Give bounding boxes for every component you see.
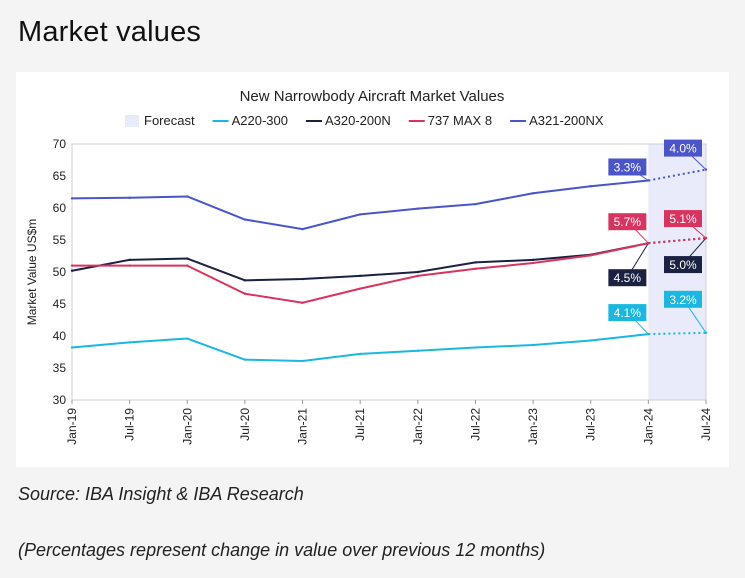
pct-label-3-1: 4.0% xyxy=(669,142,697,156)
data-point-2-4 xyxy=(301,301,304,304)
x-tick-label-3: Jul-20 xyxy=(238,408,252,441)
chart-title: New Narrowbody Aircraft Market Values xyxy=(240,88,505,105)
data-point-0-5 xyxy=(358,352,362,356)
x-tick-label-5: Jul-21 xyxy=(353,408,367,441)
x-tick-label-0: Jan-19 xyxy=(65,408,79,445)
percentage-note: (Percentages represent change in value o… xyxy=(18,540,546,560)
data-point-2-9 xyxy=(589,254,592,257)
data-point-0-2 xyxy=(186,337,189,340)
data-point-0-8 xyxy=(531,343,535,347)
pct-label-3-0: 3.3% xyxy=(614,160,642,174)
pct-label-box-2-0 xyxy=(608,213,647,231)
data-point-0-4 xyxy=(301,359,304,363)
pct-label-2-0: 5.7% xyxy=(614,215,642,229)
pct-label-box-3-0 xyxy=(608,158,647,176)
data-point-0-0 xyxy=(70,346,74,349)
data-point-1-8 xyxy=(531,258,535,262)
pct-label-0-1: 3.2% xyxy=(669,293,697,307)
legend-label-3: A321-200NX xyxy=(529,113,604,128)
series-line-0 xyxy=(71,333,649,362)
source-note: Source: IBA Insight & IBA Research xyxy=(18,484,304,504)
y-axis-label: Market Value US$m xyxy=(25,219,39,325)
pct-label-2-1: 5.1% xyxy=(669,212,697,226)
y-tick-label-2: 40 xyxy=(53,329,67,343)
data-point-1-1 xyxy=(128,258,131,262)
data-point-3-9 xyxy=(589,185,592,188)
y-tick-label-6: 60 xyxy=(53,201,67,215)
data-point-1-5 xyxy=(358,274,362,278)
y-tick-label-5: 55 xyxy=(53,233,67,247)
data-point-2-7 xyxy=(474,267,477,270)
pct-label-1-1: 5.0% xyxy=(669,258,697,272)
data-point-2-3 xyxy=(243,292,247,295)
data-point-2-1 xyxy=(128,264,131,267)
chart-card: New Narrowbody Aircraft Market Values For… xyxy=(16,72,729,467)
data-point-0-3 xyxy=(243,358,247,361)
legend-label-0: A220-300 xyxy=(232,113,288,128)
pct-label-box-0-1 xyxy=(664,290,702,308)
x-tick-label-8: Jan-23 xyxy=(526,408,540,445)
series-line-2 xyxy=(72,242,649,304)
data-point-3-0 xyxy=(70,197,74,200)
x-tick-label-10: Jan-24 xyxy=(641,408,655,445)
pct-label-1-0: 4.5% xyxy=(614,271,642,285)
legend-label-forecast: Forecast xyxy=(144,113,195,128)
data-point-3-3 xyxy=(243,218,247,221)
data-point-2-0 xyxy=(70,264,74,267)
x-tick-label-7: Jul-22 xyxy=(468,408,482,441)
pct-label-box-1-1 xyxy=(664,256,702,274)
data-point-2-8 xyxy=(531,261,535,265)
data-point-2-6 xyxy=(416,274,420,278)
legend-label-2: 737 MAX 8 xyxy=(428,113,492,128)
x-tick-label-11: Jul-24 xyxy=(699,408,713,441)
x-tick-label-4: Jan-21 xyxy=(296,408,310,445)
y-tick-label-3: 45 xyxy=(53,297,67,311)
legend-label-1: A320-200N xyxy=(325,113,391,128)
market-values-chart: New Narrowbody Aircraft Market Values For… xyxy=(25,88,713,445)
data-point-1-3 xyxy=(243,279,247,282)
plot-frame xyxy=(71,143,707,401)
pct-label-box-0-0 xyxy=(608,304,647,322)
data-point-1-7 xyxy=(474,261,477,264)
x-tick-label-1: Jul-19 xyxy=(123,408,137,441)
data-point-1-0 xyxy=(70,269,74,272)
pct-label-box-1-0 xyxy=(608,269,647,287)
pct-label-0-0: 4.1% xyxy=(614,306,642,320)
legend-swatch-forecast xyxy=(125,115,139,127)
data-point-1-6 xyxy=(416,270,420,274)
y-tick-label-1: 35 xyxy=(53,361,67,375)
pct-label-box-2-1 xyxy=(664,210,702,228)
data-point-0-9 xyxy=(589,339,592,342)
y-tick-label-0: 30 xyxy=(53,393,67,407)
series-line-3 xyxy=(71,179,649,231)
data-point-3-7 xyxy=(474,202,477,206)
data-point-2-2 xyxy=(186,264,189,267)
y-tick-label-7: 65 xyxy=(53,169,67,183)
data-point-1-4 xyxy=(301,277,304,281)
x-tick-label-6: Jan-22 xyxy=(411,408,425,445)
data-point-3-1 xyxy=(128,196,131,199)
page-heading: Market values xyxy=(18,16,202,48)
x-tick-label-9: Jul-23 xyxy=(584,408,598,441)
x-tick-label-2: Jan-20 xyxy=(180,408,194,445)
data-point-2-5 xyxy=(358,287,362,290)
data-point-3-2 xyxy=(186,195,189,198)
data-point-3-5 xyxy=(358,213,362,216)
data-point-3-8 xyxy=(531,192,535,195)
data-point-0-7 xyxy=(474,346,477,349)
data-point-1-2 xyxy=(186,257,189,260)
y-tick-label-4: 50 xyxy=(53,265,67,279)
data-point-3-4 xyxy=(301,227,304,231)
pct-label-box-3-1 xyxy=(664,139,702,157)
data-point-3-6 xyxy=(416,207,420,210)
y-tick-label-8: 70 xyxy=(53,137,67,151)
data-point-0-1 xyxy=(128,341,131,344)
data-point-0-6 xyxy=(416,349,420,352)
